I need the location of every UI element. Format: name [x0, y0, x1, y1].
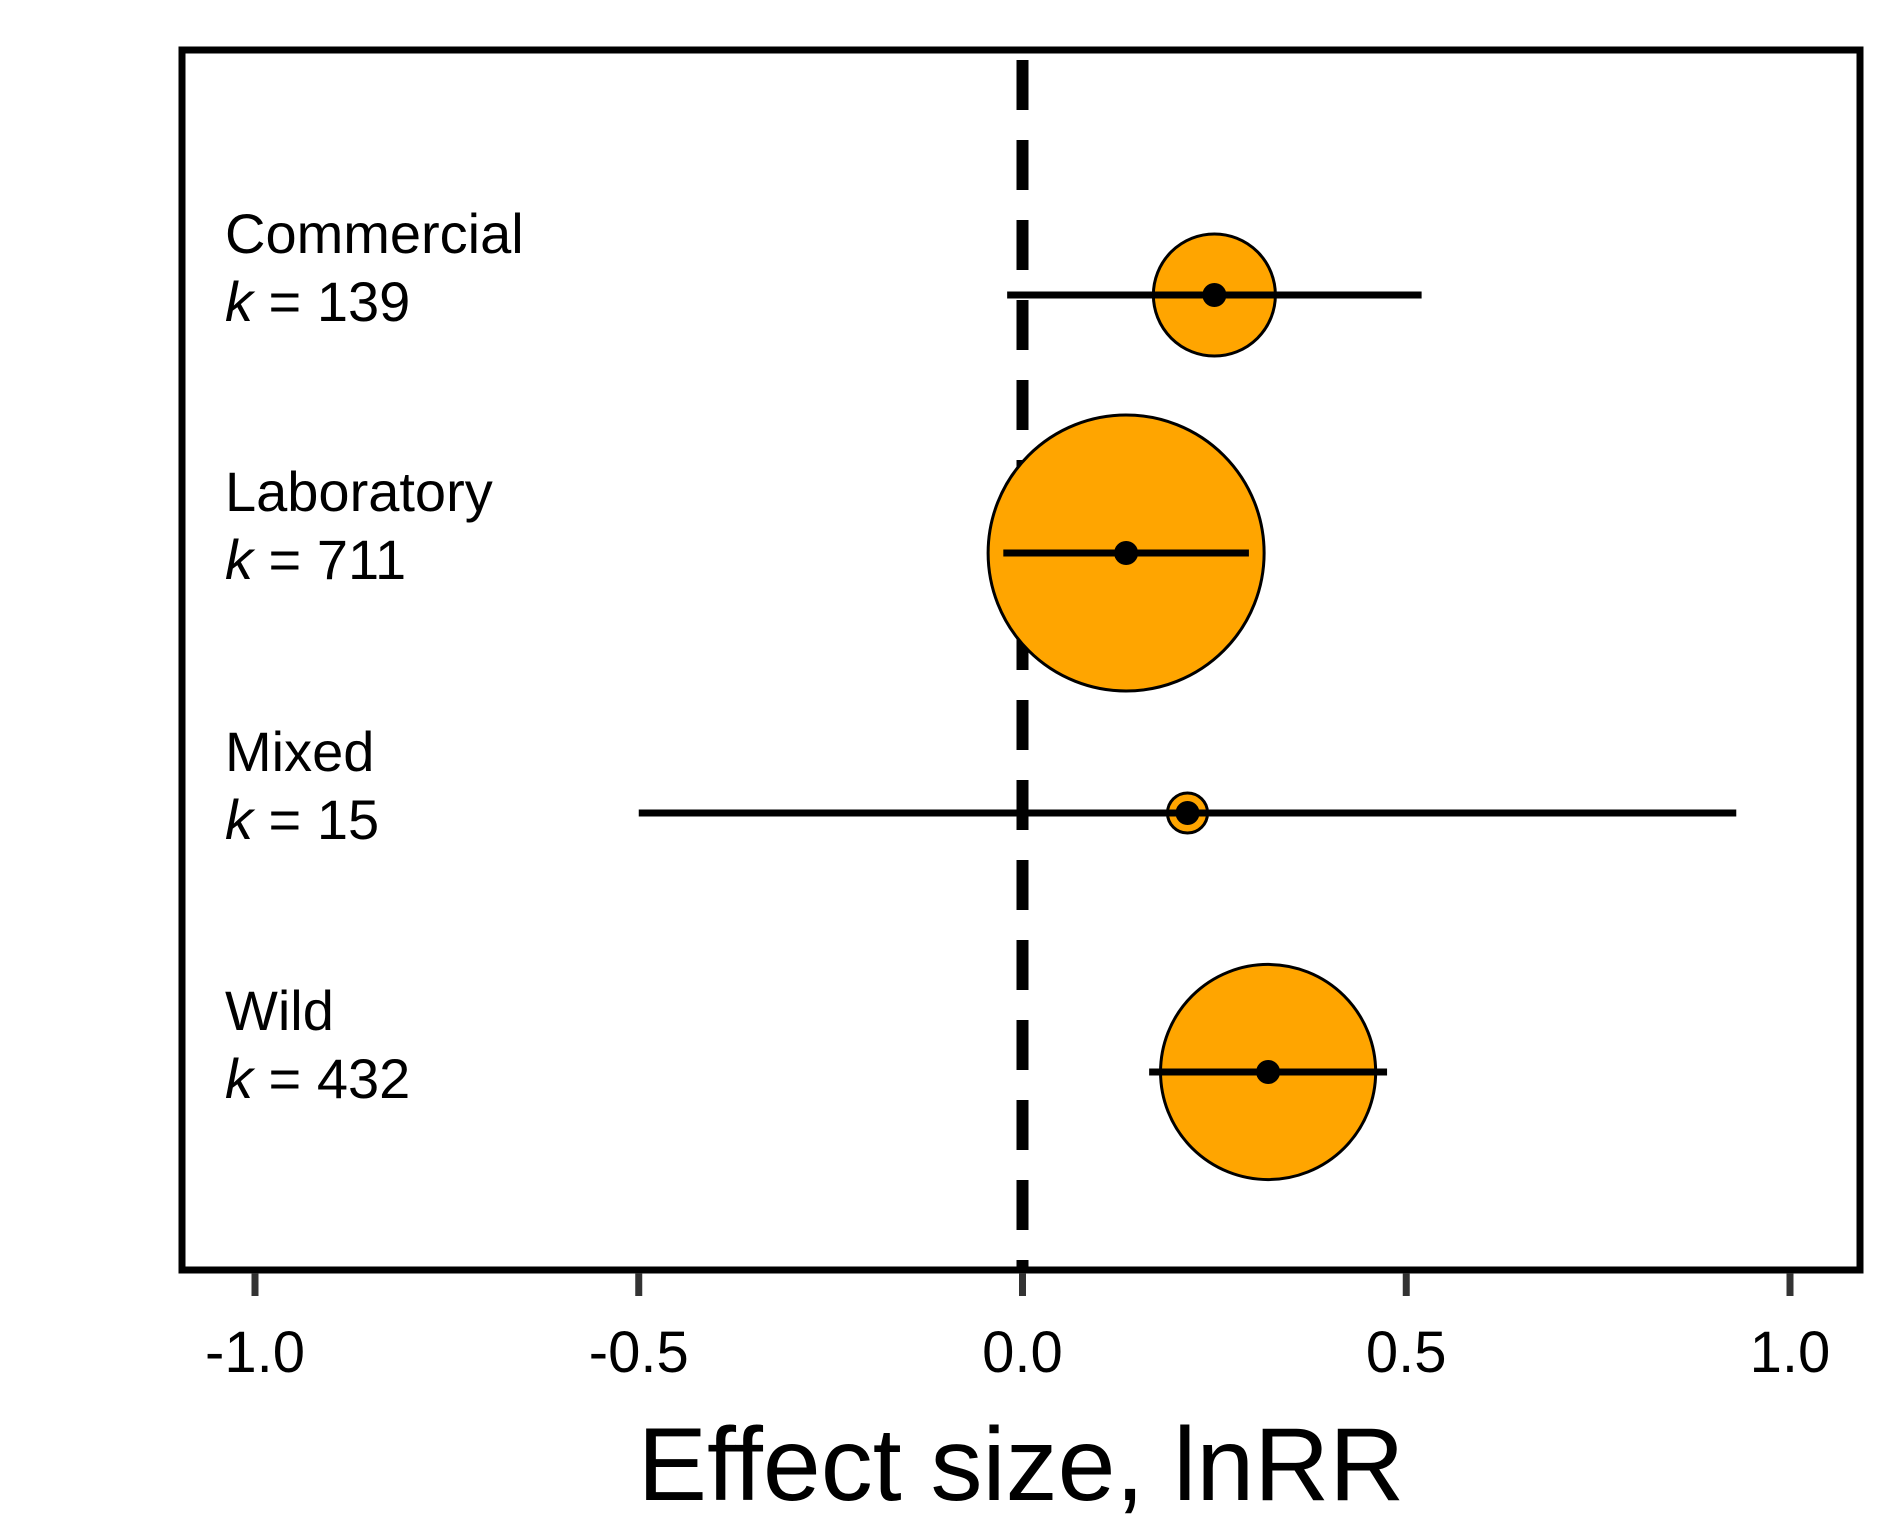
category-label-commercial: Commercial	[225, 202, 524, 265]
plot-frame	[178, 46, 1864, 1274]
x-tick-label-0: -1.0	[205, 1320, 305, 1385]
category-label-laboratory: Laboratory	[225, 460, 493, 523]
estimate-point-commercial	[1202, 283, 1227, 307]
k-label-mixed: k = 15	[225, 788, 379, 851]
row-laboratory	[986, 413, 1266, 693]
estimate-point-laboratory	[1114, 541, 1139, 565]
x-tick-label-3: 0.5	[1366, 1320, 1447, 1385]
x-axis-title: Effect size, lnRR	[638, 1407, 1405, 1523]
k-label-laboratory: k = 711	[225, 528, 406, 591]
x-tick-label-2: 0.0	[982, 1320, 1063, 1385]
marks-layer	[638, 60, 1737, 1270]
category-label-wild: Wild	[225, 979, 334, 1042]
x-tick-label-4: 1.0	[1750, 1320, 1831, 1385]
x-axis: -1.0 -0.5 0.0 0.5 1.0	[205, 1273, 1830, 1385]
x-tick-label-1: -0.5	[589, 1320, 689, 1385]
estimate-point-mixed	[1175, 801, 1200, 825]
k-label-commercial: k = 139	[225, 270, 410, 333]
category-label-mixed: Mixed	[225, 720, 374, 783]
row-mixed	[638, 791, 1737, 835]
estimate-point-wild	[1256, 1060, 1281, 1084]
k-label-wild: k = 432	[225, 1047, 410, 1110]
row-commercial	[1007, 232, 1422, 358]
row-wild	[1149, 962, 1388, 1182]
